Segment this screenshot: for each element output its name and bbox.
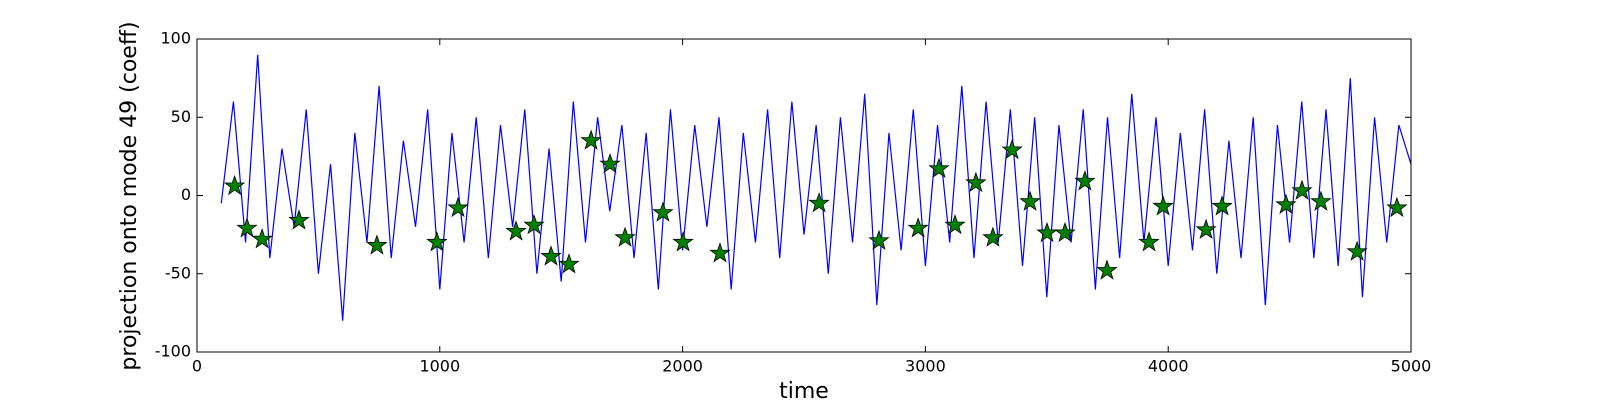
star-marker bbox=[1054, 221, 1076, 243]
star-marker bbox=[1386, 196, 1408, 218]
star-marker bbox=[580, 129, 602, 150]
star-marker bbox=[1211, 195, 1233, 216]
x-tick-label: 0 bbox=[192, 357, 202, 376]
star-marker bbox=[426, 231, 448, 252]
star-marker bbox=[928, 157, 950, 178]
x-tick-label: 5000 bbox=[1391, 357, 1432, 376]
star-marker bbox=[447, 196, 469, 218]
star-marker bbox=[558, 253, 580, 274]
star-marker bbox=[808, 192, 830, 213]
star-marker bbox=[1310, 190, 1332, 211]
star-marker bbox=[944, 213, 966, 235]
y-tick-label: 50 bbox=[171, 107, 191, 126]
star-marker bbox=[599, 152, 621, 174]
y-tick-label: 0 bbox=[181, 185, 191, 204]
star-marker bbox=[868, 229, 890, 250]
star-marker bbox=[1074, 170, 1096, 191]
star-marker bbox=[540, 245, 562, 266]
star-marker bbox=[965, 171, 987, 193]
star-marker bbox=[982, 226, 1004, 247]
star-marker bbox=[1001, 138, 1023, 160]
x-tick-label: 2000 bbox=[662, 357, 703, 376]
star-marker bbox=[1096, 259, 1118, 280]
star-marker bbox=[523, 213, 545, 235]
y-tick-label: -100 bbox=[155, 342, 191, 361]
star-marker bbox=[709, 242, 731, 263]
star-marker bbox=[1019, 190, 1041, 211]
star-marker bbox=[1346, 240, 1368, 261]
star-marker bbox=[1275, 193, 1297, 214]
x-tick-label: 4000 bbox=[1148, 357, 1189, 376]
plot-frame bbox=[196, 38, 1412, 353]
star-marker bbox=[1036, 221, 1058, 243]
star-marker bbox=[251, 228, 273, 249]
star-marker bbox=[907, 217, 929, 238]
star-marker bbox=[223, 174, 246, 196]
star-marker bbox=[1138, 231, 1160, 252]
star-marker bbox=[505, 220, 527, 241]
star-marker bbox=[366, 234, 388, 255]
y-axis-label: projection onto mode 49 (coeff) bbox=[117, 21, 142, 370]
star-marker bbox=[236, 217, 258, 238]
x-axis-label: time bbox=[779, 379, 829, 400]
star-marker bbox=[652, 201, 674, 222]
star-marker bbox=[288, 209, 310, 230]
x-tick-label: 3000 bbox=[905, 357, 946, 376]
y-tick-label: 100 bbox=[160, 29, 191, 48]
star-marker bbox=[614, 226, 636, 247]
star-marker bbox=[1195, 218, 1217, 239]
x-tick-label: 1000 bbox=[419, 357, 460, 376]
star-marker bbox=[1152, 195, 1174, 216]
star-marker bbox=[1291, 179, 1313, 200]
y-tick-label: -50 bbox=[165, 263, 191, 282]
signal-line bbox=[220, 54, 1412, 321]
star-marker bbox=[672, 231, 694, 252]
